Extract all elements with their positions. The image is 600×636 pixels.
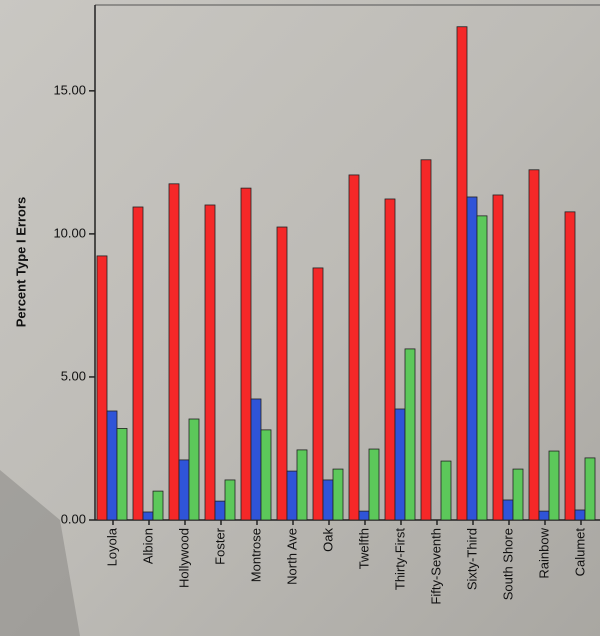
x-tick-label: Albion [140, 528, 155, 564]
bar [420, 159, 432, 521]
bar [466, 196, 478, 521]
bar [512, 468, 524, 521]
x-tick-label: Loyola [104, 527, 119, 566]
x-tick-label: North Ave [284, 528, 299, 585]
x-tick-label: Twelfth [356, 528, 371, 569]
bar [348, 174, 360, 521]
bar [142, 511, 154, 521]
bar [178, 459, 190, 521]
bar [502, 499, 514, 521]
bar [440, 460, 452, 521]
bar [404, 348, 416, 521]
bar [224, 479, 236, 521]
bar [116, 428, 128, 521]
y-tick-label: 15.00 [53, 82, 86, 97]
x-tick-label: Fifty-Seventh [428, 528, 443, 605]
bar [368, 448, 380, 521]
bar [394, 408, 406, 521]
bar [106, 410, 118, 521]
x-tick-label: Thirty-First [392, 528, 407, 590]
y-tick-label: 5.00 [61, 368, 86, 383]
x-tick-label: Foster [212, 527, 227, 565]
bar [214, 500, 226, 521]
bar [96, 255, 108, 521]
bar [358, 510, 370, 521]
x-tick-label: Hollywood [176, 528, 191, 588]
bar [276, 226, 288, 521]
bar [574, 509, 586, 521]
bar [384, 198, 396, 521]
x-tick-label: Rainbow [536, 527, 551, 578]
bar [188, 418, 200, 521]
y-tick-label: 10.00 [53, 225, 86, 240]
bar [538, 510, 550, 521]
bar [260, 429, 272, 521]
bar [456, 26, 468, 521]
y-tick-label: 0.00 [61, 511, 86, 526]
bar [492, 194, 504, 521]
bar [250, 398, 262, 521]
bar [240, 187, 252, 521]
x-tick-label: Sixty-Third [464, 528, 479, 590]
bar [476, 215, 488, 521]
bar [286, 470, 298, 521]
x-tick-label: Oak [320, 528, 335, 552]
bar [332, 468, 344, 521]
curb-shadow [0, 470, 80, 636]
bar [528, 169, 540, 521]
bar [132, 206, 144, 521]
bar [584, 457, 596, 521]
bar [322, 479, 334, 521]
x-tick-label: Montrose [248, 528, 263, 582]
bar [548, 450, 560, 521]
bar [296, 449, 308, 521]
bar [152, 490, 164, 521]
y-axis-label: Percent Type I Errors [13, 197, 28, 328]
bar [168, 183, 180, 521]
bar [564, 211, 576, 521]
x-tick-label: South Shore [500, 528, 515, 600]
bar [312, 267, 324, 521]
bar [204, 204, 216, 521]
x-tick-label: Calumet [572, 528, 587, 577]
